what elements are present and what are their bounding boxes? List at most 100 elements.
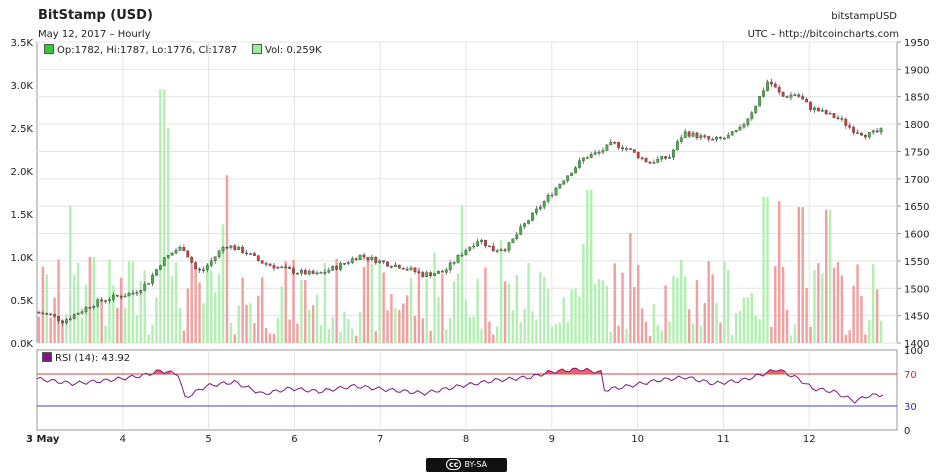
volume-bar: [868, 319, 871, 343]
candle-body: [664, 156, 668, 159]
price-tick-label: 1650: [904, 202, 929, 213]
volume-bar: [797, 207, 801, 343]
candle-body: [96, 299, 100, 307]
volume-bar: [394, 308, 397, 343]
volume-bar: [742, 297, 746, 343]
volume-bar: [139, 280, 143, 343]
candle-body: [284, 266, 288, 269]
volume-bar: [119, 277, 123, 343]
volume-bar: [719, 322, 722, 343]
price-tick-label: 1400: [904, 339, 929, 350]
candle-body: [37, 312, 41, 314]
candle-body: [131, 292, 135, 295]
candle-body: [570, 172, 574, 176]
candle-body: [640, 157, 644, 160]
volume-bar: [758, 319, 761, 343]
volume-bar: [390, 293, 393, 343]
candle-body: [617, 142, 621, 148]
volume-bar: [468, 317, 472, 343]
volume-bar: [151, 324, 154, 343]
candle-body: [769, 81, 773, 85]
volume-bar: [327, 329, 331, 343]
volume-bar: [813, 269, 816, 343]
candle-body: [730, 131, 734, 136]
volume-bar: [492, 334, 495, 343]
candle-body: [174, 250, 178, 254]
candle-body: [852, 127, 856, 133]
candle-body: [848, 125, 852, 128]
volume-bar: [366, 257, 370, 343]
volume-bar: [715, 302, 718, 343]
volume-bar: [562, 297, 566, 343]
ohlc-legend: Op:1782, Hi:1787, Lo:1776, Cl:1787: [44, 44, 237, 56]
candle-body: [613, 141, 617, 144]
volume-bar: [300, 280, 303, 343]
volume-bar: [421, 318, 425, 343]
volume-bar: [257, 295, 260, 343]
volume-bar: [288, 319, 291, 343]
candle-body: [644, 157, 648, 163]
volume-bar: [41, 266, 45, 343]
volume-bar: [213, 292, 217, 343]
candle-body: [260, 260, 264, 264]
volume-bar: [57, 259, 60, 343]
rsi-legend-text: RSI (14): 43.92: [55, 353, 131, 364]
candle-body: [217, 250, 221, 257]
volume-bar: [170, 276, 174, 343]
volume-bar: [821, 273, 824, 343]
volume-bar: [76, 262, 80, 343]
candle-body: [405, 268, 409, 271]
volume-tick-label: 2.0K: [11, 167, 34, 178]
volume-bar: [683, 276, 687, 343]
volume-bar: [621, 272, 624, 343]
candle-body: [358, 254, 362, 260]
license-badge[interactable]: cc BY-SA: [426, 458, 507, 472]
candle-body: [245, 252, 248, 255]
candle-body: [527, 220, 530, 224]
volume-bar: [206, 263, 209, 343]
volume-bar: [96, 296, 99, 343]
license-text: BY-SA: [464, 460, 488, 469]
volume-bar: [699, 325, 703, 343]
volume-bar: [437, 296, 440, 343]
candle-body: [41, 312, 45, 315]
candle-body: [444, 269, 448, 273]
candle-body: [476, 241, 480, 247]
volume-bar: [311, 305, 315, 343]
candle-body: [252, 253, 256, 256]
volume-bar: [61, 321, 64, 343]
candle-body: [241, 246, 245, 254]
candle-body: [64, 319, 68, 324]
volume-bar: [879, 320, 883, 343]
candle-body: [143, 283, 147, 291]
candle-body: [88, 307, 92, 309]
volume-bar: [746, 297, 750, 343]
volume-bar: [37, 316, 41, 343]
volume-bar: [253, 323, 256, 343]
volume-bar: [284, 261, 287, 343]
rsi-tick-label: 30: [904, 402, 917, 413]
price-tick-label: 1900: [904, 65, 929, 76]
volume-bar: [593, 284, 597, 343]
volume-bar: [472, 316, 475, 343]
candle-body: [789, 94, 793, 98]
volume-bar: [159, 89, 162, 343]
candle-body: [147, 283, 151, 285]
volume-bar: [49, 317, 52, 343]
candle-body: [801, 96, 805, 100]
candle-body: [186, 250, 190, 258]
rsi-tick-label: 100: [904, 346, 923, 357]
candle-body: [785, 96, 789, 98]
candle-body: [546, 195, 550, 202]
chart-title: BitStamp (USD): [38, 8, 153, 23]
candle-body: [272, 265, 276, 269]
volume-bar: [354, 335, 358, 343]
candle-body: [53, 314, 57, 317]
candle-body: [820, 109, 824, 112]
candle-body: [652, 162, 656, 164]
candle-body: [660, 156, 664, 160]
volume-bar: [307, 309, 311, 343]
volume-bar: [335, 258, 338, 343]
candle-body: [323, 272, 327, 274]
candle-body: [108, 299, 111, 301]
